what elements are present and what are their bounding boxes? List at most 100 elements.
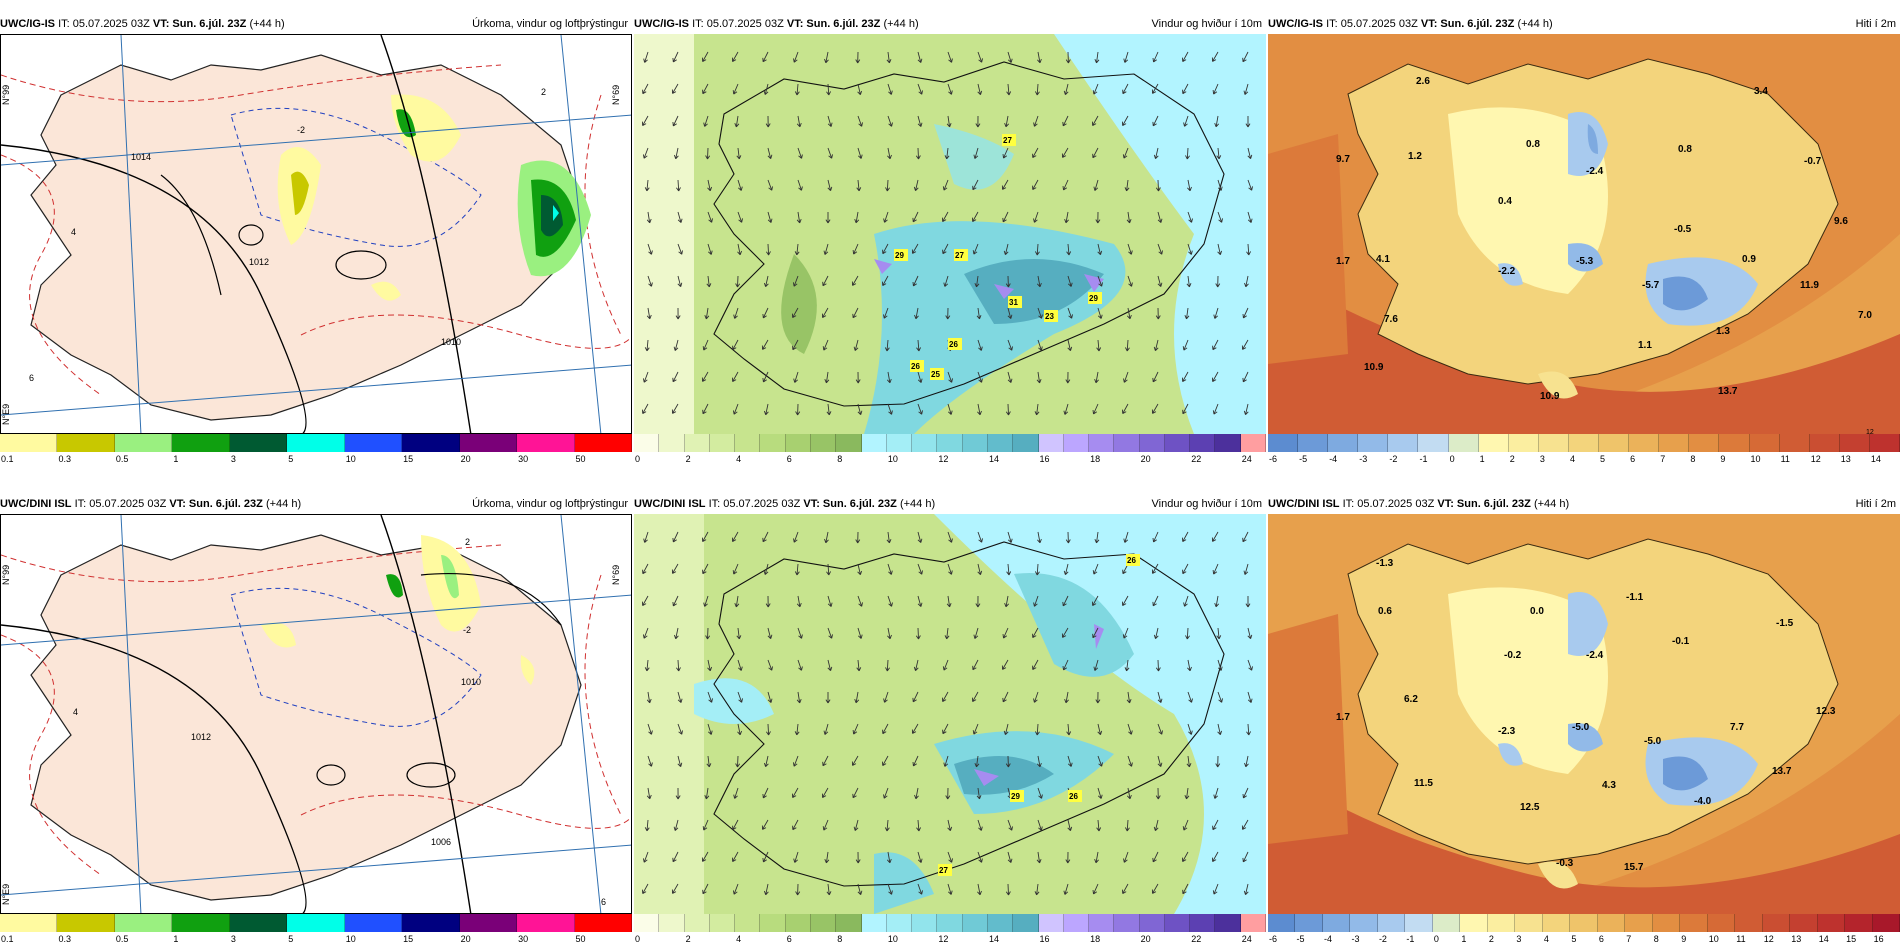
wind-arrow-icon <box>1182 403 1189 415</box>
colorbar-swatch <box>1089 914 1115 932</box>
wind-arrow-icon <box>972 691 979 702</box>
wind-arrow-icon <box>1183 115 1189 127</box>
colorbar-swatch <box>1839 434 1870 452</box>
colorbar-swatch <box>810 434 837 452</box>
wind-arrow-icon <box>1094 371 1099 384</box>
wind-arrow-icon <box>947 83 953 95</box>
wind-arrow-icon <box>1092 83 1099 95</box>
colorbar-swatch <box>709 914 736 932</box>
wind-arrow-icon <box>671 883 679 894</box>
colorbar-tick-label: 0.1 <box>1 454 14 464</box>
wind-arrow-icon <box>1212 819 1219 831</box>
lat-label: N°99 <box>1 565 11 585</box>
wind-arrow-icon <box>976 307 982 320</box>
wind-arrow-icon <box>1033 115 1039 127</box>
wind-arrow-icon <box>822 307 829 318</box>
wind-arrow-icon <box>647 723 653 735</box>
wind-arrow-icon <box>822 275 829 287</box>
temp-value: 1.7 <box>1336 712 1350 723</box>
colorbar-swatch <box>172 914 230 932</box>
colorbar-tick-label: -4 <box>1323 934 1332 944</box>
panel-header: UWC/IG-IS IT: 05.07.2025 03Z VT: Sun. 6.… <box>0 14 632 34</box>
colorbar-tick-label: 11 <box>1780 454 1790 464</box>
colorbar-tick-label: 14 <box>1818 934 1829 944</box>
colorbar-tick-label <box>1114 452 1139 466</box>
wind-arrow-icon <box>1066 723 1072 736</box>
colorbar-tick-label: 50 <box>575 934 586 944</box>
colorbar-tick-label: 16 <box>1039 934 1050 944</box>
wind-arrow-icon <box>1242 787 1249 799</box>
wind-arrow-icon <box>822 339 829 351</box>
wind-arrow-icon <box>1187 659 1192 672</box>
colorbar-tick-label <box>760 932 785 946</box>
colorbar-swatch <box>987 434 1014 452</box>
wind-arrow-icon <box>857 83 863 96</box>
temp-value: 9.7 <box>1336 154 1350 165</box>
wind-arrow-icon <box>704 787 710 800</box>
wind-arrow-icon <box>1182 819 1189 831</box>
lead-time: (+44 h) <box>883 18 919 30</box>
temp-value: -1.5 <box>1776 618 1794 629</box>
colorbar-tick-label: -1 <box>1406 934 1415 944</box>
wind-arrow-icon <box>1217 179 1223 191</box>
temp-value: 1.1 <box>1638 340 1652 351</box>
wind-arrow-icon <box>1186 275 1192 288</box>
colorbar-tick-label: 30 <box>518 934 529 944</box>
wind-arrow-icon <box>1063 83 1069 96</box>
wind-arrow-icon <box>644 659 650 672</box>
colorbar-tick-label: 13 <box>1840 454 1851 464</box>
colorbar-tick-label: 2 <box>685 454 691 464</box>
colorbar-swatch <box>1388 434 1419 452</box>
wind-arrow-icon <box>852 243 859 255</box>
colorbar-tick-label: 20 <box>460 454 471 464</box>
wind-arrow-icon <box>795 883 801 896</box>
wind-arrow-icon <box>673 627 679 640</box>
temp-value: -4.0 <box>1694 796 1712 807</box>
colorbar-swatch <box>1038 434 1064 452</box>
wind-arrow-icon <box>1243 883 1249 896</box>
init-time: IT: 05.07.2025 03Z <box>74 498 167 510</box>
wind-arrow-icon <box>1036 371 1042 384</box>
colorbar-tick-label: -1 <box>1419 454 1428 464</box>
wind-arrow-icon <box>827 627 833 639</box>
wind-arrow-icon <box>1094 51 1100 64</box>
precip-colorbar <box>0 914 632 932</box>
wind-arrow-icon <box>1182 51 1189 62</box>
wind-arrow-icon <box>912 211 919 223</box>
colorbar-tick-label: 18 <box>1090 934 1101 944</box>
panel-header: UWC/IG-IS IT: 05.07.2025 03Z VT: Sun. 6.… <box>1268 14 1900 34</box>
wind-arrow-icon <box>1007 371 1013 383</box>
lat-label: N°69 <box>611 565 621 585</box>
colorbar-swatch <box>1089 434 1115 452</box>
lead-time: (+44 h) <box>899 498 936 510</box>
temp-contour-label: 4 <box>73 707 78 717</box>
temp-value: 0.8 <box>1678 144 1692 155</box>
valid-time: VT: Sun. 6.júl. 23Z <box>152 18 247 30</box>
colorbar-tick-label: -2 <box>1378 934 1387 944</box>
wind-arrow-icon <box>1183 595 1189 607</box>
wind-arrow-icon <box>884 819 890 832</box>
temp-value: 1.3 <box>1716 326 1730 337</box>
isobar-label: 1012 <box>191 732 211 742</box>
wind-arrow-icon <box>975 595 981 608</box>
colorbar-swatch <box>962 434 988 452</box>
wind-arrow-icon <box>643 51 649 63</box>
colorbar-tick-label: 2 <box>685 934 691 944</box>
wind-arrow-icon <box>1034 243 1040 256</box>
wind-arrow-icon <box>1037 531 1042 544</box>
wind-arrow-icon <box>857 147 863 159</box>
wind-arrow-icon <box>796 211 802 224</box>
wind-arrow-icon <box>793 851 799 863</box>
wind-arrow-icon <box>825 692 831 704</box>
wind-arrow-icon <box>737 211 743 223</box>
colorbar-tick-label <box>963 452 988 466</box>
colorbar-swatch <box>1268 434 1299 452</box>
temp-value: 11.5 <box>1414 778 1433 789</box>
wind-arrow-icon <box>943 755 949 767</box>
wind-arrow-icon <box>972 243 979 255</box>
colorbar-tick-label: 30 <box>518 454 529 464</box>
wind-arrow-icon <box>797 147 803 159</box>
wind-arrow-icon <box>852 787 859 799</box>
wind-arrow-icon <box>733 787 739 799</box>
wind-arrow-icon <box>1153 819 1159 832</box>
